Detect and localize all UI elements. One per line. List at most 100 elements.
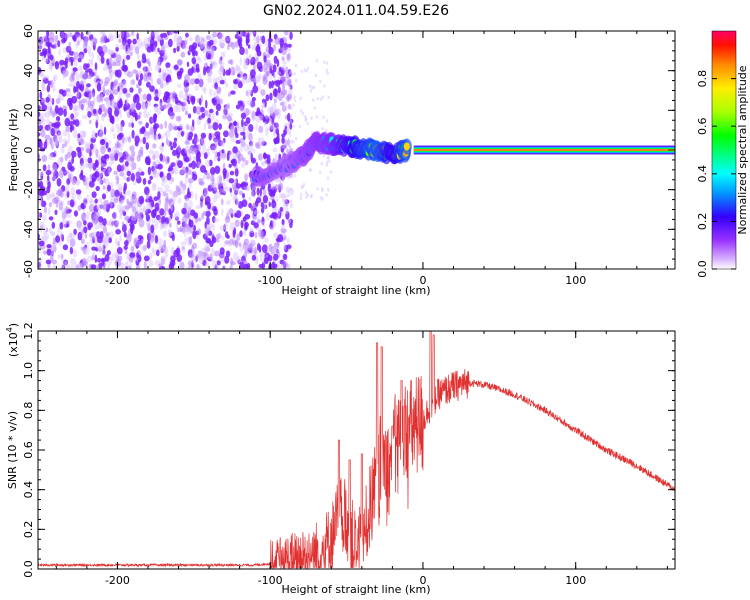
noise-speckle [160,244,166,253]
noise-speckle [277,86,281,94]
noise-speckle [80,212,87,221]
noise-speckle [287,138,291,146]
noise-speckle [175,37,181,46]
noise-speckle [44,134,51,140]
noise-speckle [136,60,142,69]
noise-speckle [206,238,210,244]
noise-speckle [281,223,285,229]
noise-speckle [48,227,53,234]
spectrogram-y-tick-label: 0 [22,147,35,154]
noise-speckle [143,260,147,269]
noise-speckle [119,235,123,242]
noise-speckle [110,98,116,107]
noise-speckle [64,260,68,266]
steady-line [413,145,675,155]
noise-speckle [213,154,217,162]
noise-speckle [205,111,209,119]
noise-speckle [59,189,64,198]
noise-speckle [259,251,265,257]
noise-speckle [225,231,229,239]
noise-speckle [251,116,257,121]
noise-speckle [246,144,253,151]
noise-speckle [62,138,67,143]
noise-speckle [278,193,285,199]
noise-speckle [55,140,59,149]
noise-speckle [150,224,155,234]
noise-speckle [77,40,80,46]
noise-speckle [243,186,248,191]
noise-speckle [230,59,234,65]
noise-speckle [105,232,110,237]
noise-speckle [256,43,260,53]
noise-speckle [126,54,131,60]
noise-speckle [224,105,230,110]
noise-speckle [93,205,99,213]
noise-speckle [214,96,220,101]
noise-speckle [79,71,84,79]
noise-speckle [176,220,181,225]
noise-speckle [66,139,70,144]
noise-speckle [113,132,116,140]
noise-speckle [152,248,158,256]
noise-speckle [142,204,146,212]
noise-speckle [281,136,285,144]
noise-speckle [169,260,176,267]
noise-speckle [266,53,271,59]
noise-speckle [323,84,326,88]
noise-speckle [124,204,130,210]
noise-speckle [288,145,292,149]
noise-speckle [160,215,166,225]
noise-speckle [106,48,112,56]
noise-speckle [239,230,243,238]
noise-speckle [266,71,270,77]
noise-speckle [251,190,255,198]
noise-speckle [188,44,195,52]
noise-speckle [252,85,259,94]
noise-speckle [204,172,210,177]
snr-marks [38,331,675,569]
noise-speckle [279,206,283,212]
noise-speckle [154,64,161,72]
noise-speckle [80,103,85,112]
noise-speckle [190,95,196,103]
noise-speckle [130,79,136,85]
noise-speckle [181,215,188,224]
noise-speckle [293,98,297,103]
noise-speckle [151,183,157,192]
noise-speckle [225,82,229,88]
noise-speckle [207,253,213,260]
noise-speckle [141,101,146,110]
noise-speckle [305,195,308,200]
noise-speckle [140,171,145,176]
noise-speckle [109,201,115,209]
noise-speckle [62,70,66,80]
noise-speckle [135,211,141,218]
noise-speckle [214,165,221,174]
noise-speckle [212,186,217,194]
noise-speckle [54,34,59,43]
noise-speckle [282,253,288,261]
noise-speckle [135,258,140,266]
noise-speckle [48,202,53,208]
noise-speckle [113,81,117,88]
noise-speckle [147,100,152,107]
noise-speckle [219,253,225,263]
noise-speckle [115,264,119,269]
noise-speckle [112,89,119,95]
noise-speckle [78,65,83,72]
noise-speckle [282,261,288,269]
noise-speckle [222,151,227,159]
noise-speckle [68,98,73,106]
noise-speckle [198,77,204,82]
noise-speckle [179,225,184,232]
noise-speckle [109,153,115,161]
noise-speckle [106,263,111,269]
noise-speckle [277,107,280,114]
noise-speckle [86,194,90,201]
noise-speckle [202,143,206,151]
noise-speckle [80,229,84,236]
noise-speckle [213,208,218,216]
noise-speckle [100,39,105,44]
noise-speckle [52,162,59,171]
